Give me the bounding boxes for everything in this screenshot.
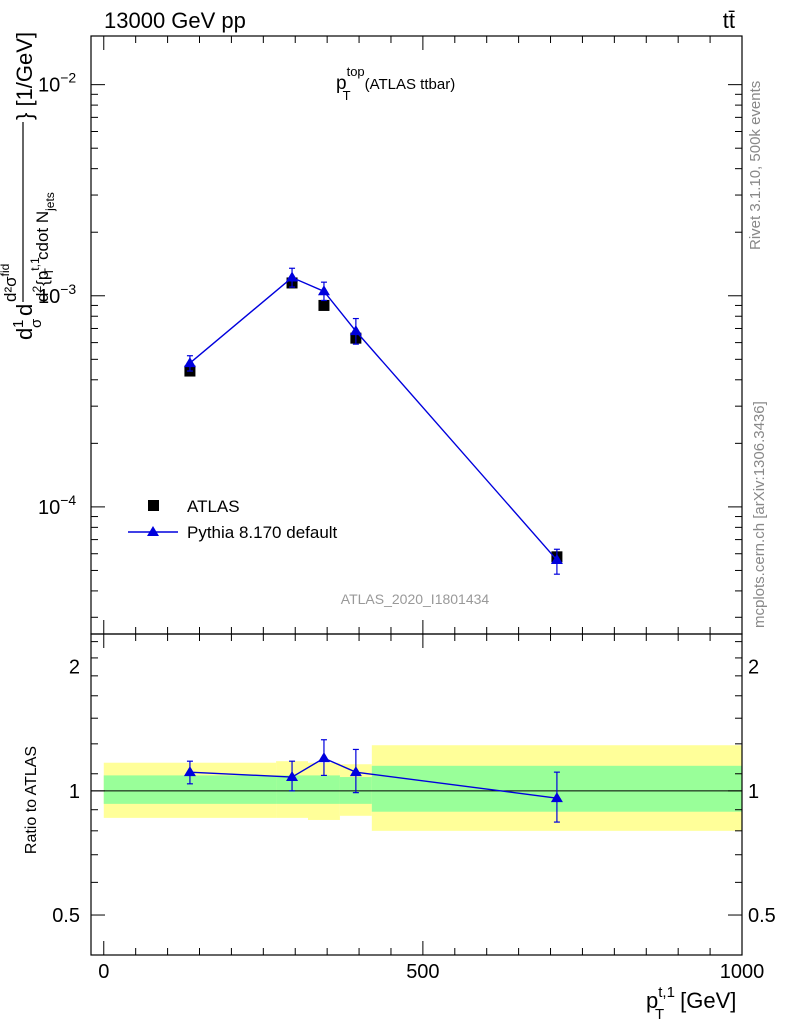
ratio-y-axis-label: Ratio to ATLAS	[23, 746, 40, 854]
ratio-point	[349, 766, 362, 777]
rivet-version-label: Rivet 3.1.10, 500k events	[747, 81, 764, 250]
svg-text:} [1/GeV]: } [1/GeV]	[12, 32, 37, 120]
legend-mc-label: Pythia 8.170 default	[187, 523, 338, 542]
main-y-tick-label: 10−3	[38, 281, 76, 308]
mcplots-label: mcplots.cern.ch [arXiv:1306.3436]	[751, 401, 768, 628]
legend-mc-marker	[147, 526, 159, 536]
mc-point	[183, 357, 196, 368]
legend-atlas-marker	[148, 500, 159, 511]
atlas-point	[318, 299, 330, 311]
mc-point	[286, 271, 299, 282]
x-tick-label: 500	[406, 961, 439, 983]
main-title: ptop T(ATLAS ttbar)	[336, 64, 455, 103]
x-tick-label: 1000	[720, 961, 765, 983]
ratio-point	[317, 752, 330, 763]
legend: ATLAS Pythia 8.170 default	[128, 497, 338, 542]
ratio-y-tick-label-left: 1	[69, 781, 80, 803]
ratio-point	[183, 766, 196, 777]
ratio-panel: 0 500 1000 2 2 1 1 0.5 0.5	[52, 633, 776, 983]
ratio-y-tick-label-right: 1	[748, 781, 759, 803]
mc-point	[550, 554, 563, 565]
ratio-y-tick-label-left: 2	[69, 657, 80, 679]
ratio-y-tick-label-right: 0.5	[748, 905, 776, 927]
svg-text:σ: σ	[28, 318, 45, 328]
main-panel: 10−2 10−3 10−4	[38, 35, 743, 635]
main-y-axis-label: d 1 σ d d²σfid d2{pt,1Tcdot Njets } [1/G…	[0, 32, 57, 340]
mc-point	[317, 285, 330, 296]
ratio-band-inner-2	[308, 775, 340, 804]
analysis-label: ATLAS_2020_I1801434	[341, 591, 490, 607]
ylabel-denominator: d2{pt,1Tcdot Njets	[28, 192, 57, 302]
ylabel-numerator: d²σfid	[0, 264, 20, 302]
energy-label: 13000 GeV pp	[104, 8, 246, 33]
process-label: tt̄	[723, 8, 735, 33]
x-tick-label: 0	[98, 961, 109, 983]
ratio-frame	[90, 633, 743, 956]
mc-line	[189, 276, 558, 561]
ratio-y-tick-label-left: 0.5	[52, 905, 80, 927]
svg-text:1: 1	[10, 320, 27, 328]
mc-point	[349, 325, 362, 336]
ratio-y-tick-label-right: 2	[748, 657, 759, 679]
main-y-tick-label: 10−2	[38, 70, 76, 97]
x-axis-label: pt,1 T[GeV]	[646, 984, 736, 1023]
ratio-point	[286, 771, 299, 782]
svg-text:d: d	[12, 304, 37, 316]
svg-text:d: d	[12, 328, 37, 340]
legend-atlas-label: ATLAS	[187, 497, 240, 516]
main-y-tick-label: 10−4	[38, 492, 76, 519]
main-frame	[90, 35, 743, 635]
ratio-point	[550, 792, 563, 803]
